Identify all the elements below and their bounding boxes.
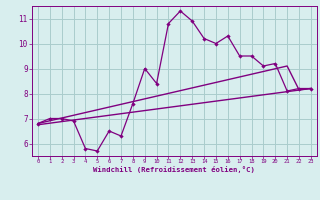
X-axis label: Windchill (Refroidissement éolien,°C): Windchill (Refroidissement éolien,°C)	[93, 166, 255, 173]
